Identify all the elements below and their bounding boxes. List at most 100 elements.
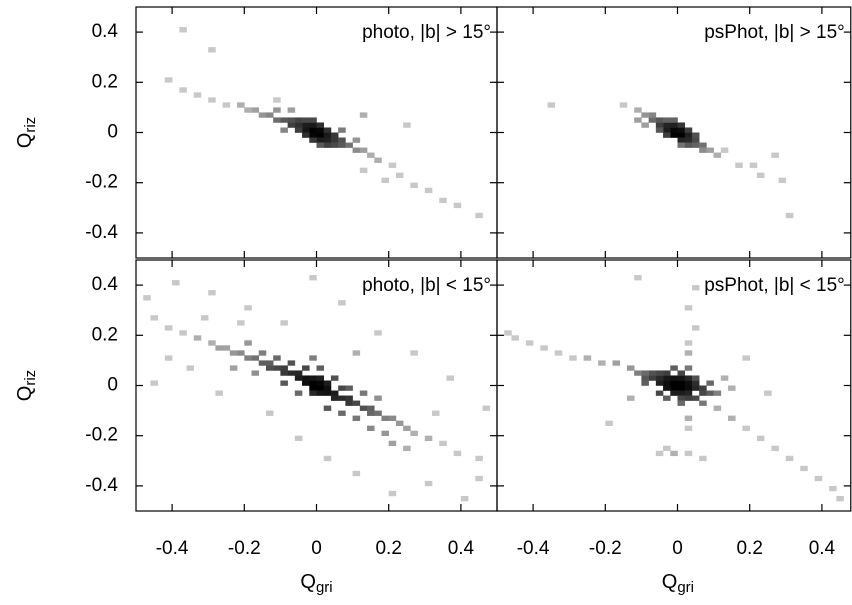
density-cell: [554, 350, 563, 356]
density-cell: [691, 375, 700, 381]
x-tick-label: -0.4: [156, 538, 189, 559]
y-axis-label-subscript: riz: [22, 370, 39, 386]
density-cell: [164, 355, 173, 361]
density-cell: [323, 132, 332, 138]
density-cell: [330, 137, 339, 143]
density-cell: [338, 142, 346, 148]
density-cell: [706, 390, 714, 396]
density-cell: [403, 425, 411, 431]
panel: -0.4 -0.2 0 0.2 0.4 psPhot, |b| < 15° Qgri: [496, 259, 852, 596]
y-axis-label-base: Q: [14, 133, 36, 149]
density-cell: [164, 77, 173, 83]
density-cell: [244, 340, 252, 346]
density-cell: [677, 132, 686, 138]
density-cell: [244, 355, 252, 361]
x-axis-label-subscript: gri: [316, 579, 333, 596]
density-cell: [677, 142, 686, 148]
density-cell: [684, 395, 693, 401]
density-cell: [316, 385, 325, 391]
density-cell: [237, 320, 245, 326]
density-cell: [655, 370, 664, 376]
density-cell: [684, 380, 693, 386]
density-cell: [309, 117, 317, 123]
y-tick-label: 0.2: [92, 71, 118, 92]
density-cell: [706, 380, 714, 386]
density-cell: [316, 122, 325, 128]
density-cell: [691, 137, 700, 143]
density-cell: [626, 365, 635, 371]
density-cell: [273, 355, 281, 361]
density-cell: [280, 320, 288, 326]
density-cell: [670, 122, 678, 128]
density-cell: [345, 395, 353, 401]
density-cell: [663, 395, 671, 401]
density-cell: [439, 440, 447, 447]
density-cell: [251, 370, 260, 376]
density-cell: [395, 172, 404, 178]
density-cell: [634, 275, 642, 281]
density-cell: [691, 325, 700, 331]
density-cell: [345, 400, 353, 406]
density-cell: [316, 390, 325, 396]
x-tick-label: 0.4: [448, 538, 475, 559]
density-cell: [424, 480, 433, 487]
density-cell: [302, 365, 310, 371]
density-cell: [655, 450, 664, 457]
density-cell: [338, 127, 346, 133]
y-tick-label: 0: [107, 122, 118, 143]
density-cell: [663, 375, 671, 381]
density-cell: [677, 137, 686, 143]
density-cell: [677, 370, 686, 376]
density-cell: [294, 370, 303, 376]
density-cell: [302, 117, 310, 123]
density-cell: [179, 27, 187, 33]
density-cell: [323, 455, 332, 462]
density-cell: [648, 375, 657, 381]
density-cell: [663, 445, 671, 452]
density-cell: [316, 142, 325, 148]
density-cell: [612, 360, 621, 366]
density-cell: [403, 445, 411, 452]
density-cell: [699, 385, 707, 391]
y-tick-label: -0.4: [85, 475, 118, 496]
density-cell: [200, 315, 209, 321]
density-cell: [569, 355, 577, 361]
density-cell: [352, 350, 361, 356]
density-cell: [684, 390, 693, 396]
density-cell: [691, 395, 700, 401]
density-cell: [208, 47, 216, 53]
density-cell: [728, 415, 736, 421]
density-cell: [208, 290, 216, 296]
density-cell: [785, 455, 794, 462]
density-cell: [648, 370, 657, 376]
density-cell: [764, 390, 772, 396]
density-cell: [345, 385, 353, 391]
density-cell: [641, 370, 649, 376]
density-cell: [273, 107, 281, 113]
x-axis-label: Qgri: [662, 571, 694, 596]
x-tick-label: 0.2: [375, 538, 401, 559]
density-cell: [691, 142, 700, 148]
density-cell: [742, 425, 750, 431]
y-axis-label: Qriz: [14, 117, 39, 148]
density-cell: [323, 142, 332, 148]
density-cell: [403, 122, 411, 128]
density-cell: [713, 405, 722, 411]
density-cell: [641, 380, 649, 386]
density-cell: [742, 355, 750, 361]
density-cell: [728, 385, 736, 391]
density-cell: [323, 127, 332, 133]
y-axis-label-base: Q: [14, 386, 36, 402]
density-cell: [359, 167, 368, 173]
density-cell: [352, 470, 361, 477]
panel-title: psPhot, |b| < 15°: [704, 275, 845, 296]
y-tick-label: 0.4: [92, 274, 119, 295]
density-cell: [193, 92, 202, 98]
density-cell: [634, 370, 642, 376]
density-cell: [143, 295, 151, 301]
density-cell: [720, 375, 729, 381]
density-cell: [446, 375, 454, 381]
density-cell: [677, 127, 686, 133]
density-cell: [302, 375, 310, 381]
